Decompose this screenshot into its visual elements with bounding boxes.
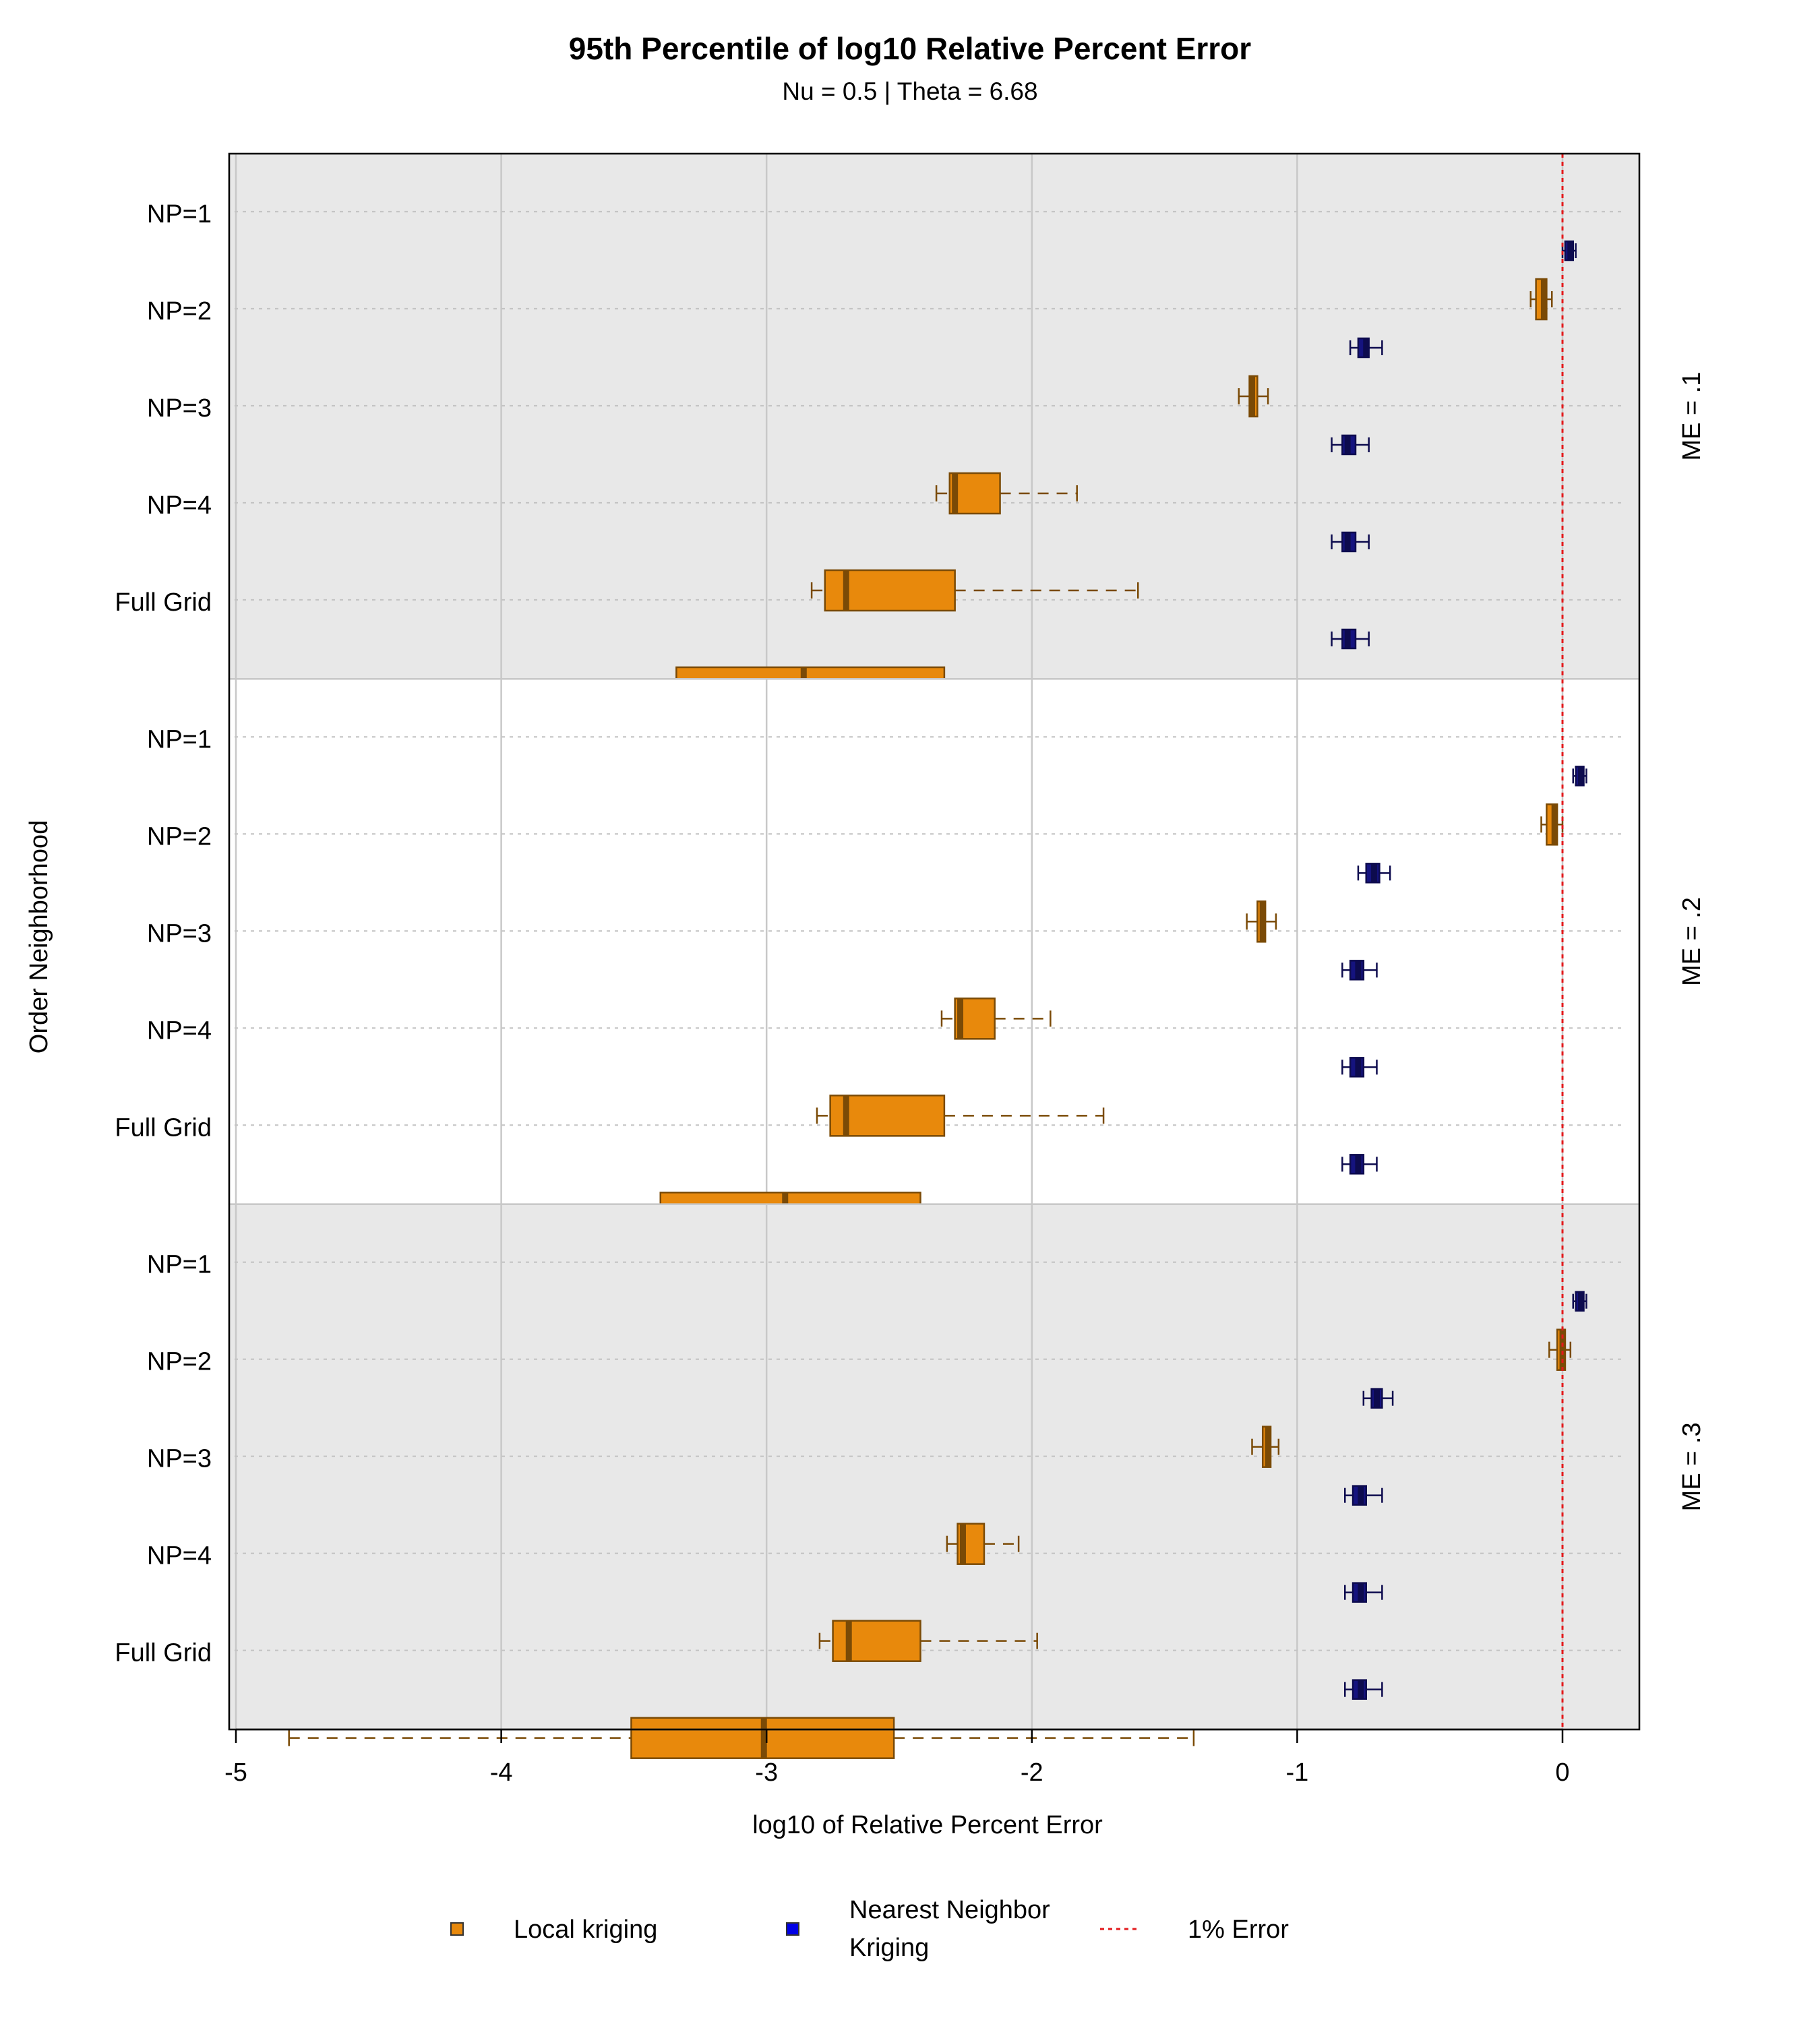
nn-kriging-box [1341,1057,1378,1078]
local-kriging-box [1246,900,1277,943]
nn-kriging-box [1343,1485,1383,1506]
category-label: NP=4 [147,491,212,520]
x-tick-label: -4 [490,1758,513,1787]
category-label: NP=2 [147,822,212,851]
legend-swatch [450,1922,464,1936]
nn-kriging-box [1561,240,1577,262]
panel-label: ME = .1 [1678,372,1706,461]
legend-label: Nearest Neighbor [849,1896,1050,1924]
category-label: NP=2 [147,1348,212,1376]
panels-layer: ME = .1 NP=1 NP=2 NP=3 NP=4 Full Grid ME = .2 N… [115,152,1706,1759]
category-label: NP=3 [147,1445,212,1473]
local-kriging-box [288,1717,1195,1759]
local-kriging-box [1548,1328,1572,1371]
legend-item-1: Local kriging [450,1916,657,1944]
panel-background [229,1204,1639,1729]
nn-kriging-box [1362,1388,1394,1409]
chart-title: 95th Percentile of log10 Relative Percen… [569,31,1251,66]
panel-1: ME = .1 NP=1 NP=2 NP=3 NP=4 Full Grid [115,152,1706,709]
legend: Local kriging Nearest Neighbor Kriging 1% E… [450,1896,1289,1962]
local-kriging-box [1238,375,1269,418]
category-label: NP=1 [147,725,212,754]
x-axis-label: log10 of Relative Percent Error [752,1811,1103,1839]
category-label: NP=4 [147,1542,212,1570]
panel-label: ME = .2 [1678,897,1706,986]
nn-kriging-box [1341,960,1378,981]
x-axis: -5 -4 -3 -2 -1 0 [224,1728,1570,1787]
category-label: NP=2 [147,297,212,326]
category-label: NP=3 [147,394,212,423]
panel-3: ME = .3 NP=1 NP=2 NP=3 NP=4 Full Grid [115,1203,1706,1759]
local-kriging-box [818,1620,1038,1662]
local-kriging-box [1529,278,1553,321]
nn-kriging-box [1343,1679,1383,1700]
x-tick-label: -1 [1286,1758,1309,1787]
nn-kriging-box [1349,337,1383,359]
local-kriging-box [935,472,1078,515]
nn-kriging-box [1357,863,1391,884]
local-kriging-box [1251,1426,1280,1468]
nn-kriging-box [1343,1582,1383,1603]
local-kriging-box [940,998,1052,1040]
category-label: NP=1 [147,200,212,228]
legend-item-3: 1% Error [1100,1916,1289,1944]
legend-label: Local kriging [514,1916,657,1944]
nn-kriging-box [1331,531,1370,553]
x-tick-label: -3 [755,1758,778,1787]
x-tick-label: -5 [224,1758,247,1787]
category-label: NP=4 [147,1016,212,1045]
legend-item-2: Nearest Neighbor Kriging [786,1896,1050,1962]
box-iqr [948,472,1001,515]
category-label: NP=1 [147,1251,212,1279]
y-axis-label: Order Neighborhood [25,820,53,1053]
local-kriging-box [810,569,1139,612]
legend-label: 1% Error [1188,1916,1289,1944]
x-tick-label: 0 [1555,1758,1569,1787]
x-tick-label: -2 [1021,1758,1043,1787]
nn-kriging-box [1572,766,1587,787]
panel-2: ME = .2 NP=1 NP=2 NP=3 NP=4 Full Grid [115,678,1706,1234]
panel-label: ME = .3 [1678,1422,1706,1511]
category-label: Full Grid [115,1113,212,1142]
local-kriging-box [946,1523,1020,1565]
legend-swatch [786,1922,799,1936]
local-kriging-box [1540,803,1564,846]
legend-label: Kriging [849,1934,929,1962]
nn-kriging-box [1572,1291,1587,1312]
category-label: NP=3 [147,919,212,948]
nn-kriging-box [1331,628,1370,650]
box-iqr [829,1095,946,1137]
nn-kriging-box [1331,434,1370,456]
nn-kriging-box [1341,1154,1378,1175]
category-label: Full Grid [115,588,212,617]
chart-subtitle: Nu = 0.5 | Theta = 6.68 [782,78,1037,105]
category-label: Full Grid [115,1639,212,1667]
local-kriging-box [816,1095,1105,1137]
